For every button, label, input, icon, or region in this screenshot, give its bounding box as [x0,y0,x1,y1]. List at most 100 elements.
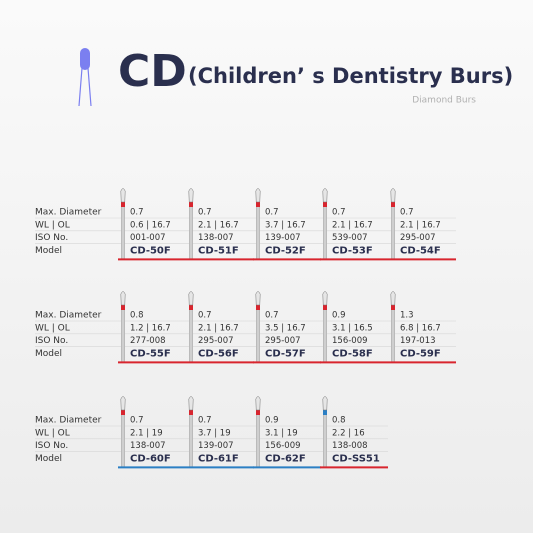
wl-ol: 2.1 | 16.7 [198,323,239,333]
diameter: 0.7 [130,208,144,218]
bur-shank [120,201,125,260]
bur-shank [256,304,261,363]
diameter: 0.8 [332,416,346,426]
bur-head [188,396,194,411]
subtitle: (Children’ s Dentistry Burs) [188,64,513,88]
bur-shank [256,409,261,468]
bur-stripe [121,410,125,415]
caption: Diamond Burs [412,96,476,106]
wl-ol: 2.2 | 16 [332,428,365,438]
iso: 139-007 [265,233,301,243]
diameter: 0.7 [198,311,212,321]
bur-shank [323,409,328,468]
iso: 197-013 [400,336,436,346]
model: CD-58F [332,348,373,359]
diameter: 0.7 [130,416,144,426]
bur-stripe [391,305,395,310]
row-label: Model [35,246,62,256]
iso: 001-007 [130,233,166,243]
bur-stripe [189,305,193,310]
header-icon [78,48,92,107]
model: CD-62F [265,453,306,464]
model: CD-54F [400,245,441,256]
bur-stripe [256,305,260,310]
bur-head [188,291,194,306]
bur-stripe [121,202,125,207]
row-label: Max. Diameter [35,311,102,321]
bur-stripe [121,305,125,310]
model: CD-50F [130,245,171,256]
wl-ol: 3.7 | 19 [198,428,231,438]
model: CD-52F [265,245,306,256]
model: CD-60F [130,453,171,464]
bur-stripe [323,305,327,310]
bur-shank [323,201,328,260]
bur-head [255,188,261,203]
row-label: WL | OL [35,220,70,230]
bur-shank [120,409,125,468]
model: CD-51F [198,245,239,256]
bur-shank [188,409,193,468]
diameter: 1.3 [400,311,414,321]
diameter: 0.7 [400,208,414,218]
diameter: 0.7 [332,208,346,218]
bur-stripe [256,202,260,207]
bur-shank [188,304,193,363]
iso: 295-007 [198,336,234,346]
bur-head [322,188,328,203]
bur-head [322,291,328,306]
model: CD-55F [130,348,171,359]
wl-ol: 0.6 | 16.7 [130,220,171,230]
wl-ol: 1.2 | 16.7 [130,323,171,333]
bur-head [188,188,194,203]
diameter: 0.9 [332,311,346,321]
row-label: ISO No. [35,441,68,451]
wl-ol: 2.1 | 16.7 [198,220,239,230]
iso: 138-007 [130,441,166,451]
model: CD-SS51 [332,453,380,464]
iso: 139-007 [198,441,234,451]
diameter: 0.7 [265,311,279,321]
iso: 295-007 [400,233,436,243]
diameter: 0.7 [265,208,279,218]
iso: 277-008 [130,336,166,346]
model: CD-57F [265,348,306,359]
bur-head [120,396,126,411]
model: CD-53F [332,245,373,256]
bur-shank [323,304,328,363]
row-label: Model [35,454,62,464]
bur-shank [120,304,125,363]
wl-ol: 2.1 | 16.7 [332,220,373,230]
wl-ol: 2.1 | 16.7 [400,220,441,230]
bur-shank [256,201,261,260]
bur-head [255,396,261,411]
bur-shank [391,304,396,363]
row-label: Max. Diameter [35,208,102,218]
iso: 539-007 [332,233,368,243]
bur-stripe [323,410,327,415]
row-label: ISO No. [35,336,68,346]
bur-stripe [256,410,260,415]
bur-head [390,188,396,203]
row-label: Max. Diameter [35,416,102,426]
diameter: 0.8 [130,311,144,321]
iso: 156-009 [332,336,368,346]
wl-ol: 3.1 | 16.5 [332,323,373,333]
iso: 138-007 [198,233,234,243]
bur-stripe [323,202,327,207]
bur-shank [391,201,396,260]
diameter: 0.7 [198,208,212,218]
diameter: 0.9 [265,416,279,426]
iso: 138-008 [332,441,368,451]
bur-head [390,291,396,306]
bur-head [120,188,126,203]
row-label: WL | OL [35,323,70,333]
model: CD-61F [198,453,239,464]
model: CD-56F [198,348,239,359]
bur-shank [188,201,193,260]
wl-ol: 2.1 | 19 [130,428,163,438]
wl-ol: 6.8 | 16.7 [400,323,441,333]
model: CD-59F [400,348,441,359]
diameter: 0.7 [198,416,212,426]
